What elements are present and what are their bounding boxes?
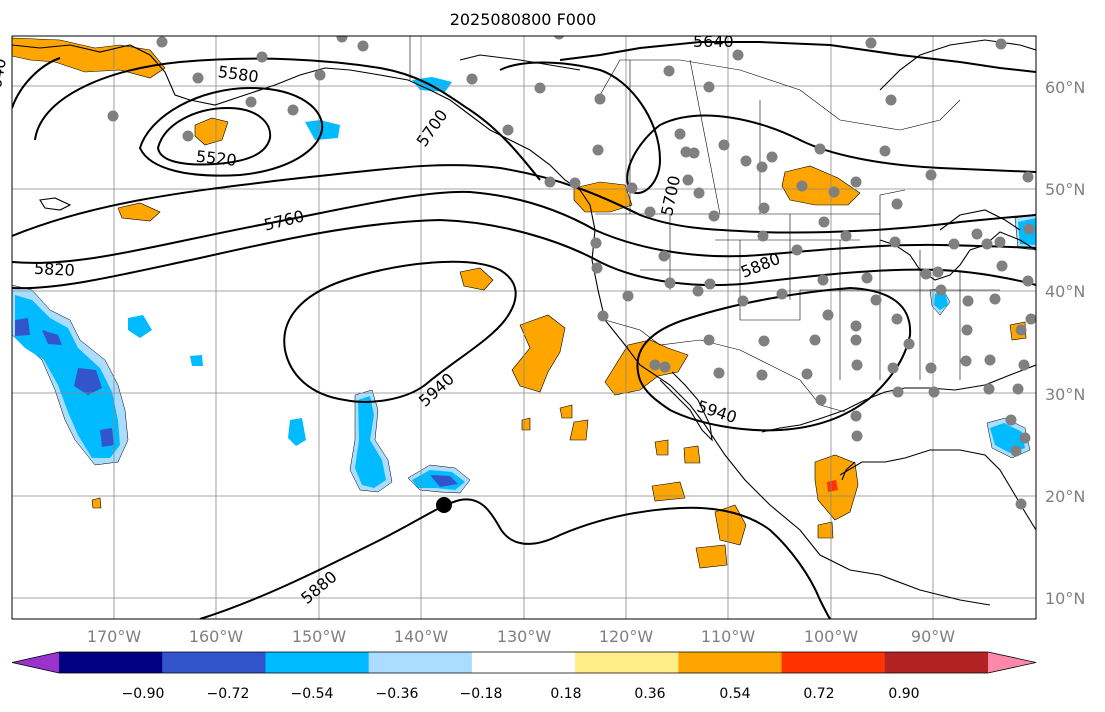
- shading-layer: [12, 37, 1036, 569]
- colorbar-tick-label: 0.90: [888, 686, 919, 702]
- graticule: [12, 36, 1036, 619]
- lon-label: 170°W: [87, 627, 142, 646]
- shading-orange: [12, 37, 1027, 569]
- latitude-labels: 60°N 50°N 40°N 30°N 20°N 10°N: [1045, 78, 1085, 608]
- colorbar-tick-label: 0.18: [550, 686, 581, 702]
- colorbar-tick-label: 0.72: [803, 686, 834, 702]
- colorbar-segment: [781, 652, 886, 673]
- colorbar-tick-label: −0.54: [291, 686, 334, 702]
- lon-label: 110°W: [701, 627, 756, 646]
- shading-royalblue: [15, 318, 458, 487]
- colorbar-segment: [575, 652, 679, 673]
- colorbar-segment: [471, 652, 576, 673]
- height-contours: [12, 41, 1036, 619]
- colorbar-tick-label: −0.72: [207, 686, 250, 702]
- colorbar-tick-label: −0.18: [460, 686, 503, 702]
- lat-label: 10°N: [1045, 589, 1085, 608]
- colorbar-segment: [368, 652, 473, 673]
- colorbar-outline: [11, 651, 1037, 674]
- map-frame: [11, 35, 1037, 620]
- colorbar-extend-min: [12, 652, 59, 673]
- colorbar-tick-label: −0.36: [376, 686, 419, 702]
- colorbar-extend-max: [988, 652, 1036, 673]
- longitude-labels: 170°W 160°W 150°W 140°W 130°W 120°W 110°…: [87, 627, 955, 646]
- colorbar-segment: [884, 652, 989, 673]
- lon-label: 160°W: [189, 627, 244, 646]
- colorbar-tick-label: 0.54: [719, 686, 750, 702]
- lon-label: 150°W: [292, 627, 347, 646]
- map-title: 2025080800 F000: [449, 10, 597, 29]
- colorbar: [11, 651, 1037, 674]
- colorbar-segment: [678, 652, 783, 673]
- borders: [409, 36, 1000, 413]
- colorbar-tick-label: −0.90: [122, 686, 165, 702]
- colorbar-tick-label: 0.36: [634, 686, 665, 702]
- lon-label: 120°W: [599, 627, 654, 646]
- lon-label: 100°W: [804, 627, 859, 646]
- position-marker: [436, 497, 452, 513]
- station-dots: [107, 36, 1036, 510]
- colorbar-segment: [162, 652, 266, 673]
- contour-label: 5820: [34, 259, 76, 280]
- lat-label: 40°N: [1045, 282, 1085, 301]
- contour-label: 5640: [693, 32, 734, 51]
- contour-label: 5640: [0, 57, 10, 100]
- lon-label: 90°W: [911, 627, 955, 646]
- lon-label: 140°W: [394, 627, 449, 646]
- lat-label: 20°N: [1045, 487, 1085, 506]
- colorbar-segment: [265, 652, 370, 673]
- lat-label: 50°N: [1045, 180, 1085, 199]
- colorbar-tick-labels: −0.90 −0.72 −0.54 −0.36 −0.18 0.18 0.36 …: [122, 686, 920, 702]
- lat-label: 60°N: [1045, 78, 1085, 97]
- lat-label: 30°N: [1045, 385, 1085, 404]
- shading-red: [827, 480, 838, 492]
- colorbar-segment: [59, 652, 163, 673]
- contour-label: 5520: [195, 147, 237, 170]
- lon-label: 130°W: [497, 627, 552, 646]
